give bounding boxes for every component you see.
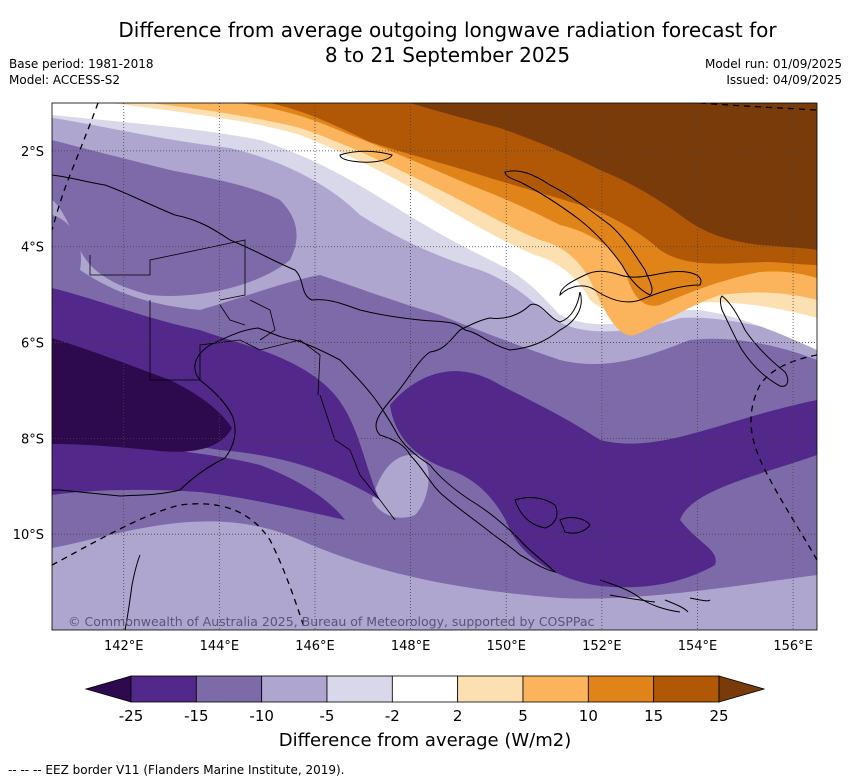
coastline-cape-york	[124, 554, 141, 630]
colorbar-tick-label: -25	[119, 707, 144, 725]
coastline-new-guinea	[52, 174, 582, 573]
coastline-new-ireland	[504, 170, 653, 296]
eez-border-east	[750, 354, 817, 561]
colorbar-over-arrow	[718, 675, 766, 703]
coastlines	[52, 150, 789, 630]
provincial-borders	[89, 239, 396, 521]
graticule	[52, 103, 817, 630]
border-gulf	[219, 299, 276, 341]
colorbar: -25 -15 -10 -5 -2 2 5 10 15 25	[84, 675, 766, 725]
colorbar-swatch	[522, 675, 589, 703]
longitude-tick-label: 156°E	[773, 639, 813, 654]
contour-dark-purple-east	[390, 371, 817, 588]
latitude-tick-label: 4°S	[21, 241, 44, 256]
border-central	[319, 394, 396, 521]
latitude-tick-label: 8°S	[21, 432, 44, 447]
contour-dark-purple-west-south	[52, 440, 345, 520]
colorbar-tick-label: 15	[644, 707, 663, 725]
colorbar-swatch	[130, 675, 197, 703]
coastline-dentrecasteaux	[514, 497, 591, 534]
map-frame	[51, 102, 818, 631]
colorbar-swatch	[261, 675, 328, 703]
colorbar-tick-label: 25	[709, 707, 728, 725]
coastline-louisiade	[599, 579, 681, 613]
contour-darkest-wedge	[52, 338, 232, 452]
longitude-tick-label: 146°E	[295, 639, 335, 654]
base-period-text: Base period: 1981-2018	[9, 57, 154, 71]
longitude-tick-labels: 142°E 144°E 146°E 148°E 150°E 152°E 154°E 156°E	[104, 639, 813, 654]
colorbar-under-arrow	[84, 675, 132, 703]
model-text: Model: ACCESS-S2	[9, 73, 121, 87]
coastline-bougainville	[720, 295, 789, 387]
colorbar-tick-label: 2	[453, 707, 463, 725]
contour-light-purple-pocket	[372, 454, 429, 518]
longitude-tick-label: 142°E	[104, 639, 144, 654]
colorbar-tick-label: -10	[249, 707, 274, 725]
issued-text: Issued: 04/09/2025	[726, 73, 842, 87]
coastline-solomons	[609, 594, 711, 613]
page-title: Difference from average outgoing longwav…	[118, 18, 777, 67]
colorbar-tick-label: 10	[579, 707, 598, 725]
colorbar-swatch	[391, 675, 459, 703]
eez-borders	[52, 103, 817, 630]
longitude-tick-label: 148°E	[391, 639, 431, 654]
eez-footnote: -- -- -- EEZ border V11 (Flanders Marine…	[8, 763, 345, 777]
colorbar-swatch	[326, 675, 393, 703]
model-run-text: Model run: 01/09/2025	[704, 57, 842, 71]
colorbar-tick-label: -2	[385, 707, 400, 725]
meta-left: Base period: 1981-2018 Model: ACCESS-S2	[9, 56, 154, 88]
coastline-manus	[339, 150, 393, 163]
colorbar-tick-label: 5	[518, 707, 528, 725]
longitude-tick-label: 144°E	[200, 639, 240, 654]
longitude-tick-label: 154°E	[678, 639, 718, 654]
latitude-tick-label: 10°S	[13, 528, 44, 543]
colorbar-swatch	[457, 675, 524, 703]
latitude-tick-labels: 2°S 4°S 6°S 8°S 10°S	[13, 145, 44, 543]
copyright-text: © Commonwealth of Australia 2025, Bureau…	[68, 614, 595, 629]
contour-light-purple-south	[52, 521, 817, 630]
latitude-tick-label: 2°S	[21, 145, 44, 160]
eez-border-ne	[699, 103, 817, 111]
map-area	[52, 103, 817, 630]
longitude-tick-label: 152°E	[582, 639, 622, 654]
colorbar-swatch	[195, 675, 263, 703]
colorbar-swatch	[587, 675, 655, 703]
eez-border-south	[52, 503, 306, 630]
eez-border-nw	[52, 103, 99, 231]
coastline-new-britain	[559, 270, 702, 303]
colorbar-tick-label: -5	[320, 707, 335, 725]
border-highlands	[149, 300, 321, 396]
latitude-tick-label: 6°S	[21, 337, 44, 352]
longitude-tick-label: 150°E	[486, 639, 526, 654]
contour-darkest-brown	[410, 103, 817, 250]
colorbar-tick-label: -15	[184, 707, 209, 725]
meta-right: Model run: 01/09/2025 Issued: 04/09/2025	[705, 56, 842, 88]
border-west-sepik	[89, 239, 246, 301]
contour-medium-purple-nw	[52, 140, 297, 296]
colorbar-label: Difference from average (W/m2)	[278, 730, 572, 751]
colorbar-swatch	[653, 675, 720, 703]
